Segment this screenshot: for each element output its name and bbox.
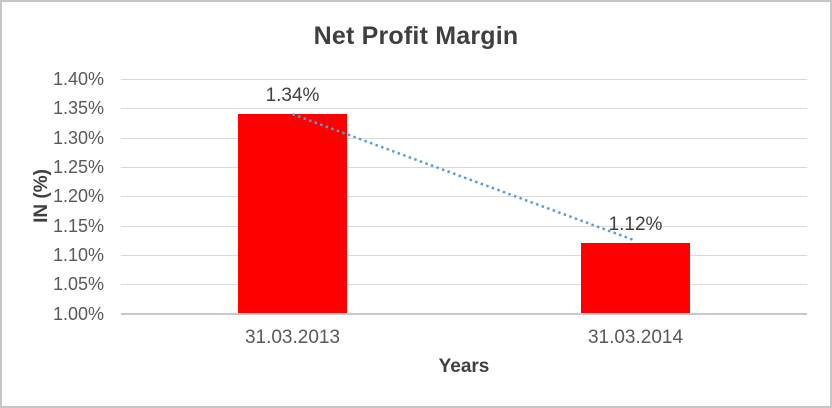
y-tick-label: 1.00%: [52, 303, 104, 324]
y-tick-label: 1.05%: [52, 274, 104, 295]
gridline: [121, 167, 807, 168]
gridline: [121, 79, 807, 80]
gridline: [121, 138, 807, 139]
y-tick-label: 1.20%: [52, 186, 104, 207]
bar-data-label: 1.34%: [265, 85, 320, 107]
bar: [238, 114, 347, 314]
gridline: [121, 255, 807, 256]
gridline: [121, 284, 807, 285]
category-label: 31.03.2013: [244, 326, 341, 348]
bar: [581, 243, 690, 314]
chart-title: Net Profit Margin: [313, 22, 519, 50]
y-tick-label: 1.15%: [52, 215, 104, 236]
gridline: [121, 226, 807, 227]
y-tick-label: 1.10%: [52, 244, 104, 265]
bar-data-label: 1.12%: [608, 214, 663, 236]
y-tick-label: 1.25%: [52, 156, 104, 177]
y-tick-label: 1.35%: [52, 98, 104, 119]
x-axis-line: [121, 313, 807, 315]
y-tick-label: 1.40%: [52, 69, 104, 89]
y-tick-label: 1.30%: [52, 127, 104, 148]
category-label: 31.03.2014: [587, 326, 684, 348]
x-axis-title: Years: [438, 356, 490, 377]
gridline: [121, 108, 807, 109]
gridline: [121, 196, 807, 197]
